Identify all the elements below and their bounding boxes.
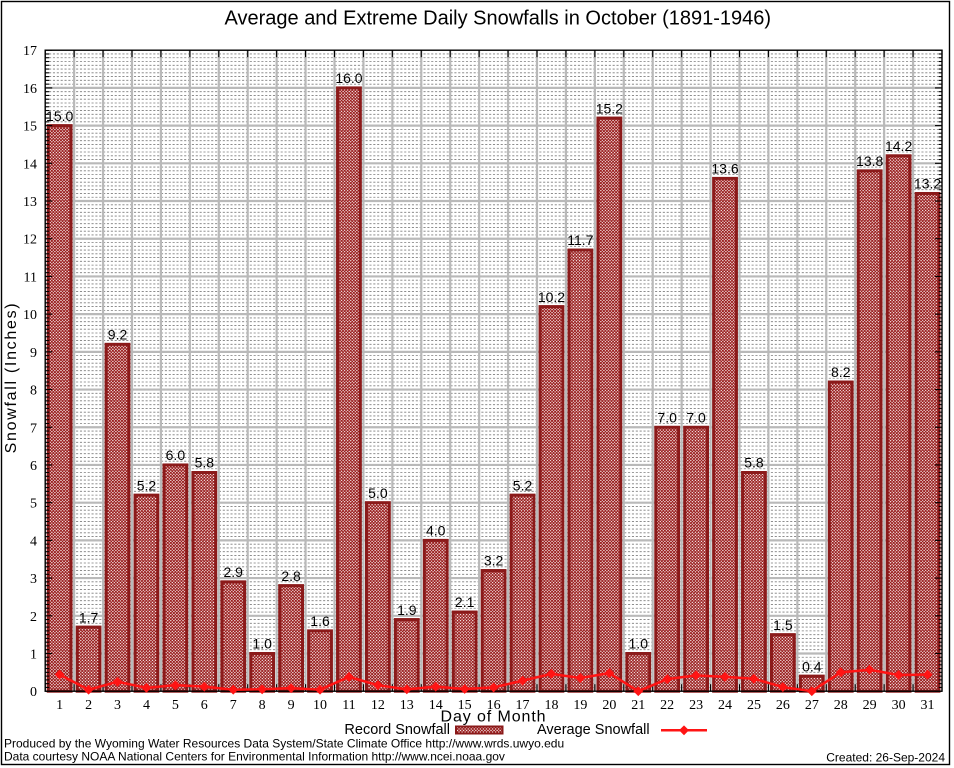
svg-text:3.2: 3.2: [484, 553, 504, 569]
svg-text:5: 5: [172, 698, 179, 713]
svg-text:1.7: 1.7: [79, 609, 99, 625]
svg-text:25: 25: [747, 698, 761, 713]
svg-text:7.0: 7.0: [686, 409, 706, 425]
svg-text:13.8: 13.8: [856, 153, 883, 169]
svg-text:5.8: 5.8: [195, 455, 215, 471]
svg-text:2.1: 2.1: [455, 594, 475, 610]
svg-text:8.2: 8.2: [831, 364, 851, 380]
svg-text:16: 16: [23, 82, 37, 97]
svg-text:5.2: 5.2: [513, 477, 533, 493]
svg-text:13.6: 13.6: [711, 161, 738, 177]
svg-text:2: 2: [85, 698, 92, 713]
svg-text:7: 7: [230, 698, 237, 713]
svg-text:0.4: 0.4: [802, 658, 822, 674]
svg-text:11: 11: [342, 698, 355, 713]
svg-text:9: 9: [30, 346, 37, 361]
svg-text:8: 8: [259, 698, 266, 713]
svg-text:5.8: 5.8: [744, 455, 764, 471]
svg-text:31: 31: [921, 698, 935, 713]
svg-text:15: 15: [458, 698, 472, 713]
svg-text:9: 9: [288, 698, 295, 713]
svg-text:18: 18: [544, 698, 558, 713]
svg-text:1: 1: [56, 698, 63, 713]
svg-text:10: 10: [23, 308, 37, 323]
svg-text:3: 3: [30, 572, 37, 587]
svg-text:Day of Month: Day of Month: [441, 709, 547, 726]
svg-text:13: 13: [400, 698, 414, 713]
svg-text:1: 1: [30, 647, 37, 662]
svg-text:9.2: 9.2: [108, 327, 128, 343]
svg-text:Average and Extreme Daily Snow: Average and Extreme Daily Snowfalls in O…: [225, 8, 772, 30]
svg-text:4: 4: [143, 698, 150, 713]
svg-text:Produced by the Wyoming Water: Produced by the Wyoming Water Resources …: [4, 737, 564, 751]
svg-text:14.2: 14.2: [885, 138, 912, 154]
svg-text:21: 21: [631, 698, 645, 713]
svg-text:16.0: 16.0: [335, 70, 362, 86]
svg-text:17: 17: [516, 698, 530, 713]
svg-text:27: 27: [805, 698, 819, 713]
svg-text:15.0: 15.0: [46, 108, 73, 124]
svg-text:22: 22: [660, 698, 674, 713]
svg-text:1.0: 1.0: [629, 636, 649, 652]
svg-text:4.0: 4.0: [426, 523, 446, 539]
svg-text:17: 17: [23, 44, 37, 59]
svg-text:30: 30: [892, 698, 906, 713]
svg-text:Average Snowfall: Average Snowfall: [537, 722, 650, 738]
svg-text:26: 26: [776, 698, 790, 713]
svg-text:6: 6: [201, 698, 208, 713]
svg-text:2.9: 2.9: [224, 564, 244, 580]
svg-text:Snowfall (Inches): Snowfall (Inches): [3, 302, 20, 454]
svg-text:16: 16: [487, 698, 501, 713]
svg-text:2.8: 2.8: [281, 568, 301, 584]
svg-text:14: 14: [23, 157, 37, 172]
svg-text:0: 0: [30, 685, 37, 700]
svg-text:Created: 26-Sep-2024: Created: 26-Sep-2024: [826, 751, 945, 765]
svg-text:29: 29: [863, 698, 877, 713]
svg-text:11.7: 11.7: [567, 232, 593, 248]
svg-text:7.0: 7.0: [657, 409, 677, 425]
svg-text:3: 3: [114, 698, 121, 713]
svg-text:1.9: 1.9: [397, 602, 417, 618]
svg-text:2: 2: [30, 610, 37, 625]
svg-text:10: 10: [313, 698, 327, 713]
svg-text:19: 19: [573, 698, 587, 713]
svg-text:14: 14: [429, 698, 443, 713]
svg-text:12: 12: [371, 698, 385, 713]
svg-text:6.0: 6.0: [166, 447, 186, 463]
svg-text:28: 28: [834, 698, 848, 713]
svg-text:11: 11: [24, 270, 37, 285]
svg-text:20: 20: [602, 698, 616, 713]
svg-text:1.5: 1.5: [773, 617, 793, 633]
svg-text:1.6: 1.6: [310, 613, 330, 629]
svg-text:5.2: 5.2: [137, 477, 157, 493]
svg-text:15: 15: [23, 120, 37, 135]
svg-text:12: 12: [23, 233, 37, 248]
svg-text:5: 5: [30, 497, 37, 512]
svg-text:Record Snowfall: Record Snowfall: [344, 722, 450, 738]
svg-text:15.2: 15.2: [596, 100, 623, 116]
svg-text:6: 6: [30, 459, 37, 474]
svg-text:1.0: 1.0: [252, 636, 272, 652]
svg-text:8: 8: [30, 384, 37, 399]
svg-text:Data courtesy NOAA National Ce: Data courtesy NOAA National Centers for …: [4, 750, 505, 764]
svg-text:10.2: 10.2: [538, 289, 565, 305]
svg-text:24: 24: [718, 698, 732, 713]
svg-text:13: 13: [23, 195, 37, 210]
svg-text:5.0: 5.0: [368, 485, 388, 501]
svg-text:7: 7: [30, 421, 37, 436]
svg-text:4: 4: [30, 534, 37, 549]
svg-text:23: 23: [689, 698, 703, 713]
svg-text:13.2: 13.2: [914, 176, 941, 192]
